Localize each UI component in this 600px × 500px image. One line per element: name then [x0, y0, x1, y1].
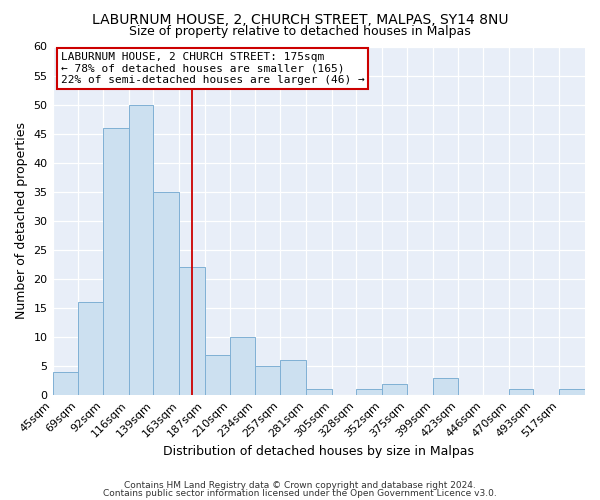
X-axis label: Distribution of detached houses by size in Malpas: Distribution of detached houses by size … — [163, 444, 474, 458]
Bar — [205, 354, 230, 395]
Bar — [230, 337, 256, 395]
Bar — [129, 104, 154, 395]
Bar — [79, 302, 103, 395]
Text: Contains public sector information licensed under the Open Government Licence v3: Contains public sector information licen… — [103, 489, 497, 498]
Bar — [53, 372, 79, 395]
Bar — [382, 384, 407, 395]
Bar — [509, 390, 533, 395]
Bar — [256, 366, 280, 395]
Text: Contains HM Land Registry data © Crown copyright and database right 2024.: Contains HM Land Registry data © Crown c… — [124, 480, 476, 490]
Bar — [559, 390, 585, 395]
Text: LABURNUM HOUSE, 2, CHURCH STREET, MALPAS, SY14 8NU: LABURNUM HOUSE, 2, CHURCH STREET, MALPAS… — [92, 12, 508, 26]
Text: LABURNUM HOUSE, 2 CHURCH STREET: 175sqm
← 78% of detached houses are smaller (16: LABURNUM HOUSE, 2 CHURCH STREET: 175sqm … — [61, 52, 364, 85]
Y-axis label: Number of detached properties: Number of detached properties — [15, 122, 28, 320]
Bar — [179, 268, 205, 395]
Bar — [306, 390, 332, 395]
Text: Size of property relative to detached houses in Malpas: Size of property relative to detached ho… — [129, 25, 471, 38]
Bar — [103, 128, 129, 395]
Bar — [280, 360, 306, 395]
Bar — [356, 390, 382, 395]
Bar — [433, 378, 458, 395]
Bar — [154, 192, 179, 395]
